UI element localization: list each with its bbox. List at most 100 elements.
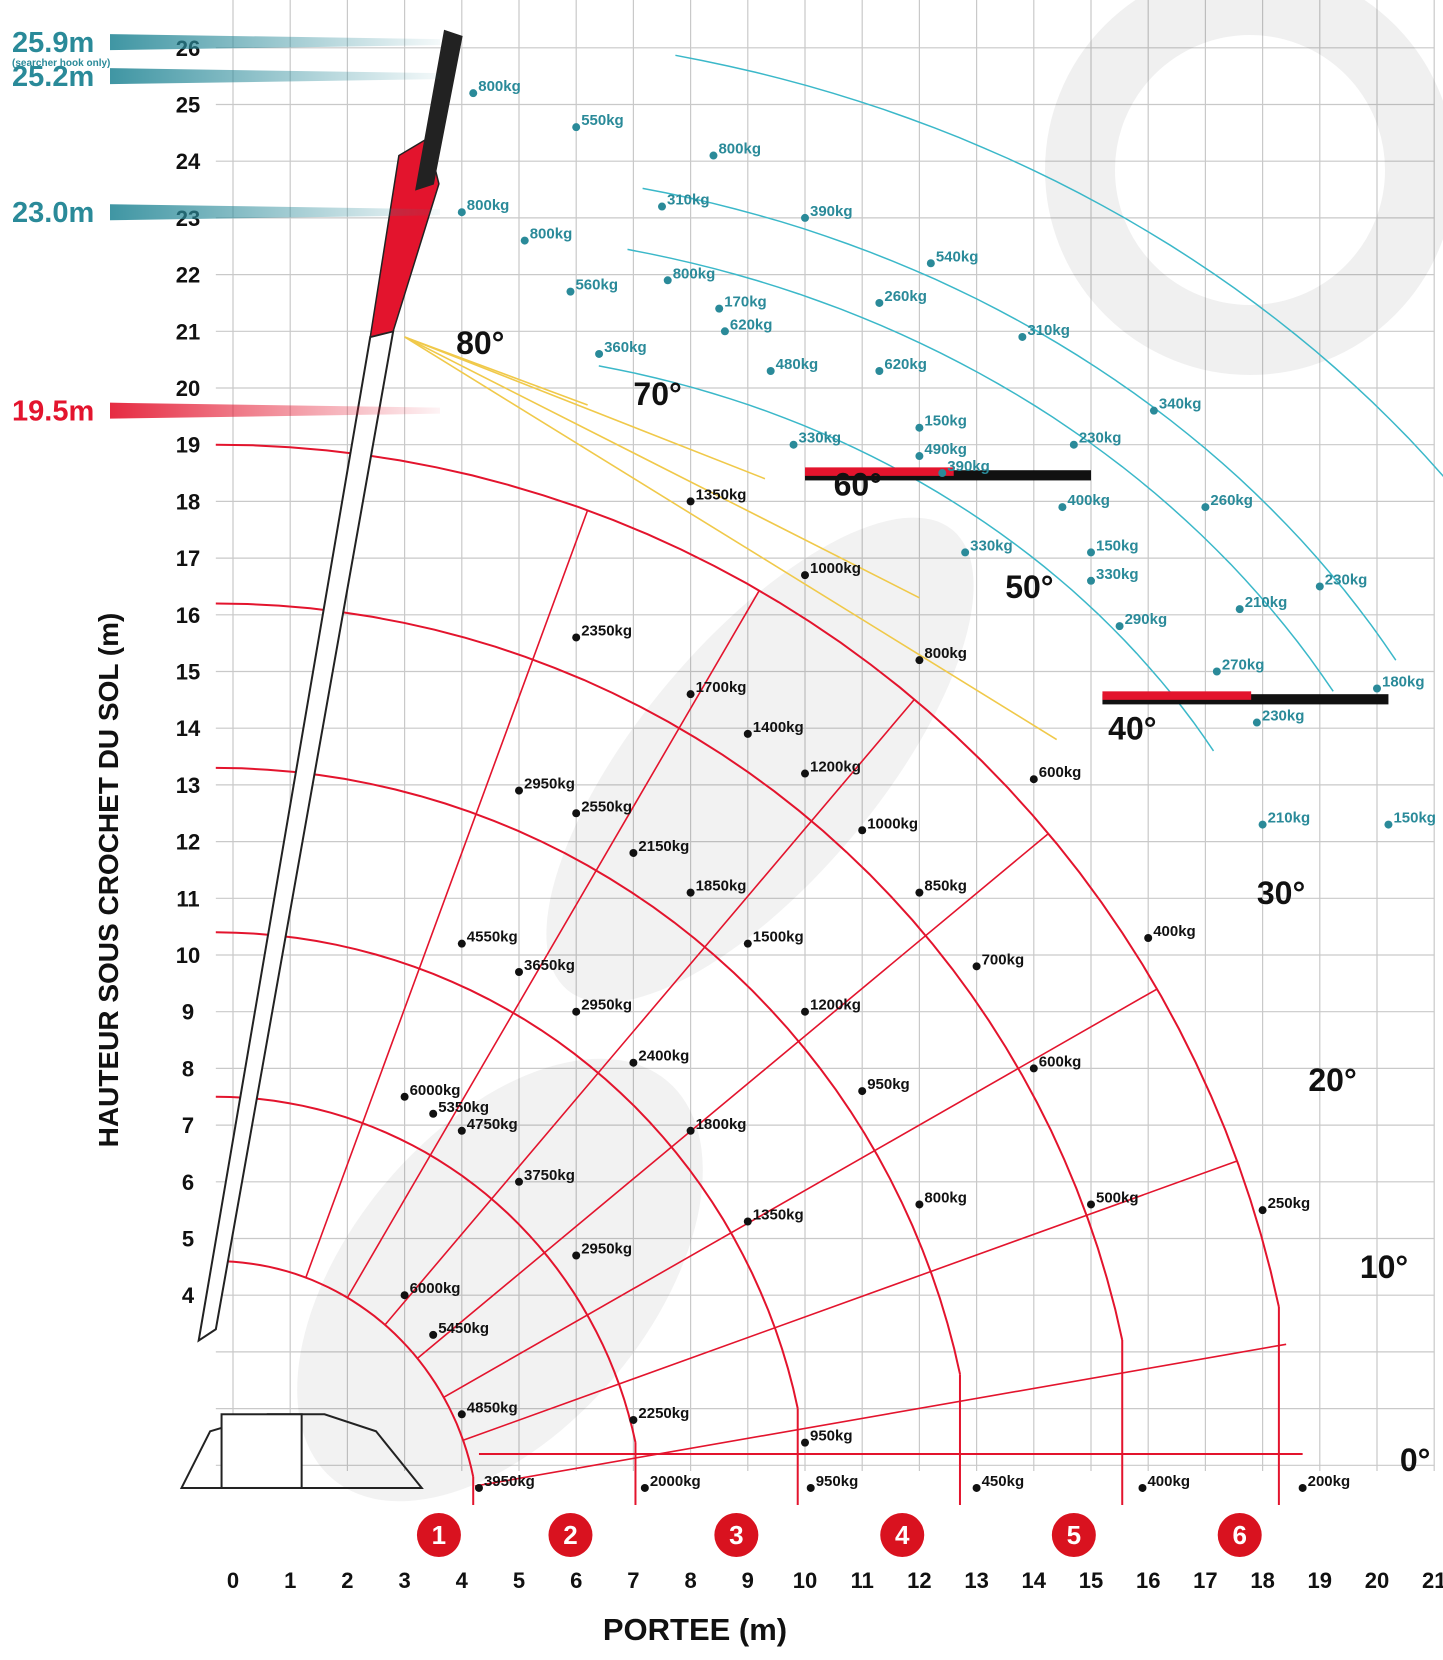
x-tick-label: 1 — [284, 1568, 296, 1593]
y-tick-label: 7 — [182, 1113, 194, 1138]
load-point — [457, 939, 466, 948]
angle-label: 0° — [1400, 1442, 1431, 1478]
angle-label: 30° — [1257, 875, 1305, 911]
load-point — [1212, 667, 1221, 676]
load-point — [595, 349, 604, 358]
load-label: 1400kg — [753, 719, 804, 736]
load-label: 290kg — [1125, 611, 1168, 628]
angle-radial — [305, 510, 589, 1278]
load-point — [474, 1483, 483, 1492]
crane-boom — [197, 329, 395, 1343]
load-point — [1373, 684, 1381, 693]
load-point — [801, 571, 809, 580]
load-label: 5350kg — [438, 1099, 489, 1116]
load-label: 1000kg — [867, 815, 918, 832]
load-point — [1315, 582, 1324, 591]
y-tick-label: 14 — [176, 716, 201, 741]
x-tick-label: 6 — [570, 1568, 582, 1593]
load-label: 400kg — [1153, 923, 1196, 940]
load-label: 800kg — [924, 1189, 967, 1206]
load-point — [400, 1092, 409, 1101]
load-label: 800kg — [718, 141, 761, 158]
y-tick-label: 9 — [182, 1000, 194, 1025]
x-axis-label: PORTEE (m) — [603, 1612, 787, 1647]
load-label: 800kg — [467, 197, 510, 214]
load-label: 4850kg — [467, 1399, 518, 1416]
load-point — [572, 1007, 581, 1016]
load-label: 390kg — [947, 458, 990, 475]
x-tick-label: 12 — [907, 1568, 931, 1593]
load-point — [1029, 1064, 1038, 1073]
load-label: 230kg — [1079, 430, 1122, 447]
grid — [215, 0, 1435, 1471]
load-point — [972, 1483, 981, 1492]
x-tick-label: 3 — [398, 1568, 410, 1593]
load-point — [801, 1007, 809, 1016]
load-point — [1087, 1200, 1095, 1209]
load-point — [938, 469, 947, 478]
load-point — [520, 236, 529, 245]
load-label: 4750kg — [467, 1116, 518, 1133]
load-label: 170kg — [724, 294, 767, 311]
angle-radial — [474, 1343, 1287, 1487]
load-label: 500kg — [1096, 1189, 1139, 1206]
x-tick-label: 19 — [1308, 1568, 1332, 1593]
load-point — [400, 1291, 409, 1300]
load-label: 490kg — [924, 441, 967, 458]
load-label: 230kg — [1262, 708, 1305, 725]
load-point — [720, 327, 729, 336]
load-point — [1384, 820, 1393, 829]
jib-arc — [627, 248, 1334, 692]
load-point — [686, 888, 695, 897]
load-label: 850kg — [924, 878, 967, 895]
load-label: 270kg — [1222, 657, 1265, 674]
load-point — [1087, 576, 1095, 585]
load-label: 230kg — [1325, 571, 1368, 588]
x-tick-label: 15 — [1079, 1568, 1103, 1593]
load-label: 3650kg — [524, 957, 575, 974]
y-tick-label: 20 — [176, 376, 200, 401]
load-point — [806, 1483, 815, 1492]
load-point — [572, 809, 581, 818]
load-label: 1500kg — [753, 929, 804, 946]
load-label: 150kg — [924, 413, 967, 430]
crane-base — [220, 1413, 303, 1489]
load-label: 1350kg — [696, 486, 747, 503]
x-tick-label: 20 — [1365, 1568, 1389, 1593]
x-tick-label: 11 — [851, 1568, 874, 1593]
load-point — [686, 1126, 695, 1135]
load-label: 1700kg — [696, 679, 747, 696]
load-label: 600kg — [1039, 764, 1082, 781]
load-label: 400kg — [1147, 1473, 1190, 1490]
x-tick-label: 8 — [684, 1568, 696, 1593]
crane-fly-jib — [415, 29, 463, 191]
load-label: 2400kg — [638, 1048, 689, 1065]
jib-horizontal-60-red — [805, 467, 954, 476]
x-tick-label: 5 — [513, 1568, 525, 1593]
load-label: 360kg — [604, 339, 647, 356]
load-label: 800kg — [673, 265, 716, 282]
height-note: (searcher hook only) — [12, 58, 110, 69]
angle-radial — [416, 832, 1049, 1360]
height-label: 25.9m — [12, 27, 94, 59]
x-tick-label: 13 — [964, 1568, 988, 1593]
zone-number: 1 — [432, 1520, 446, 1550]
load-label: 150kg — [1096, 537, 1139, 554]
angle-label: 40° — [1108, 711, 1156, 747]
load-label: 620kg — [730, 316, 773, 333]
axis-ticks: 0 1 2 3 4 5 6 7 8 9 10 11 12 13 14 15 16 17 18 19 20 21456789… — [176, 0, 1443, 1593]
load-label: 700kg — [982, 951, 1025, 968]
angle-label: 10° — [1360, 1249, 1408, 1285]
angle-label: 80° — [456, 325, 504, 361]
load-label: 3950kg — [484, 1473, 535, 1490]
y-axis-label: HAUTEUR SOUS CROCHET DU SOL (m) — [93, 613, 124, 1148]
y-tick-label: 22 — [176, 263, 200, 288]
angle-radial — [384, 698, 916, 1326]
zone-marker — [1051, 1513, 1096, 1557]
load-label: 1200kg — [810, 997, 861, 1014]
load-point — [1138, 1483, 1147, 1492]
zone-number: 6 — [1232, 1520, 1246, 1550]
load-point — [915, 656, 924, 665]
load-point — [572, 1251, 581, 1260]
y-tick-label: 12 — [176, 830, 200, 855]
